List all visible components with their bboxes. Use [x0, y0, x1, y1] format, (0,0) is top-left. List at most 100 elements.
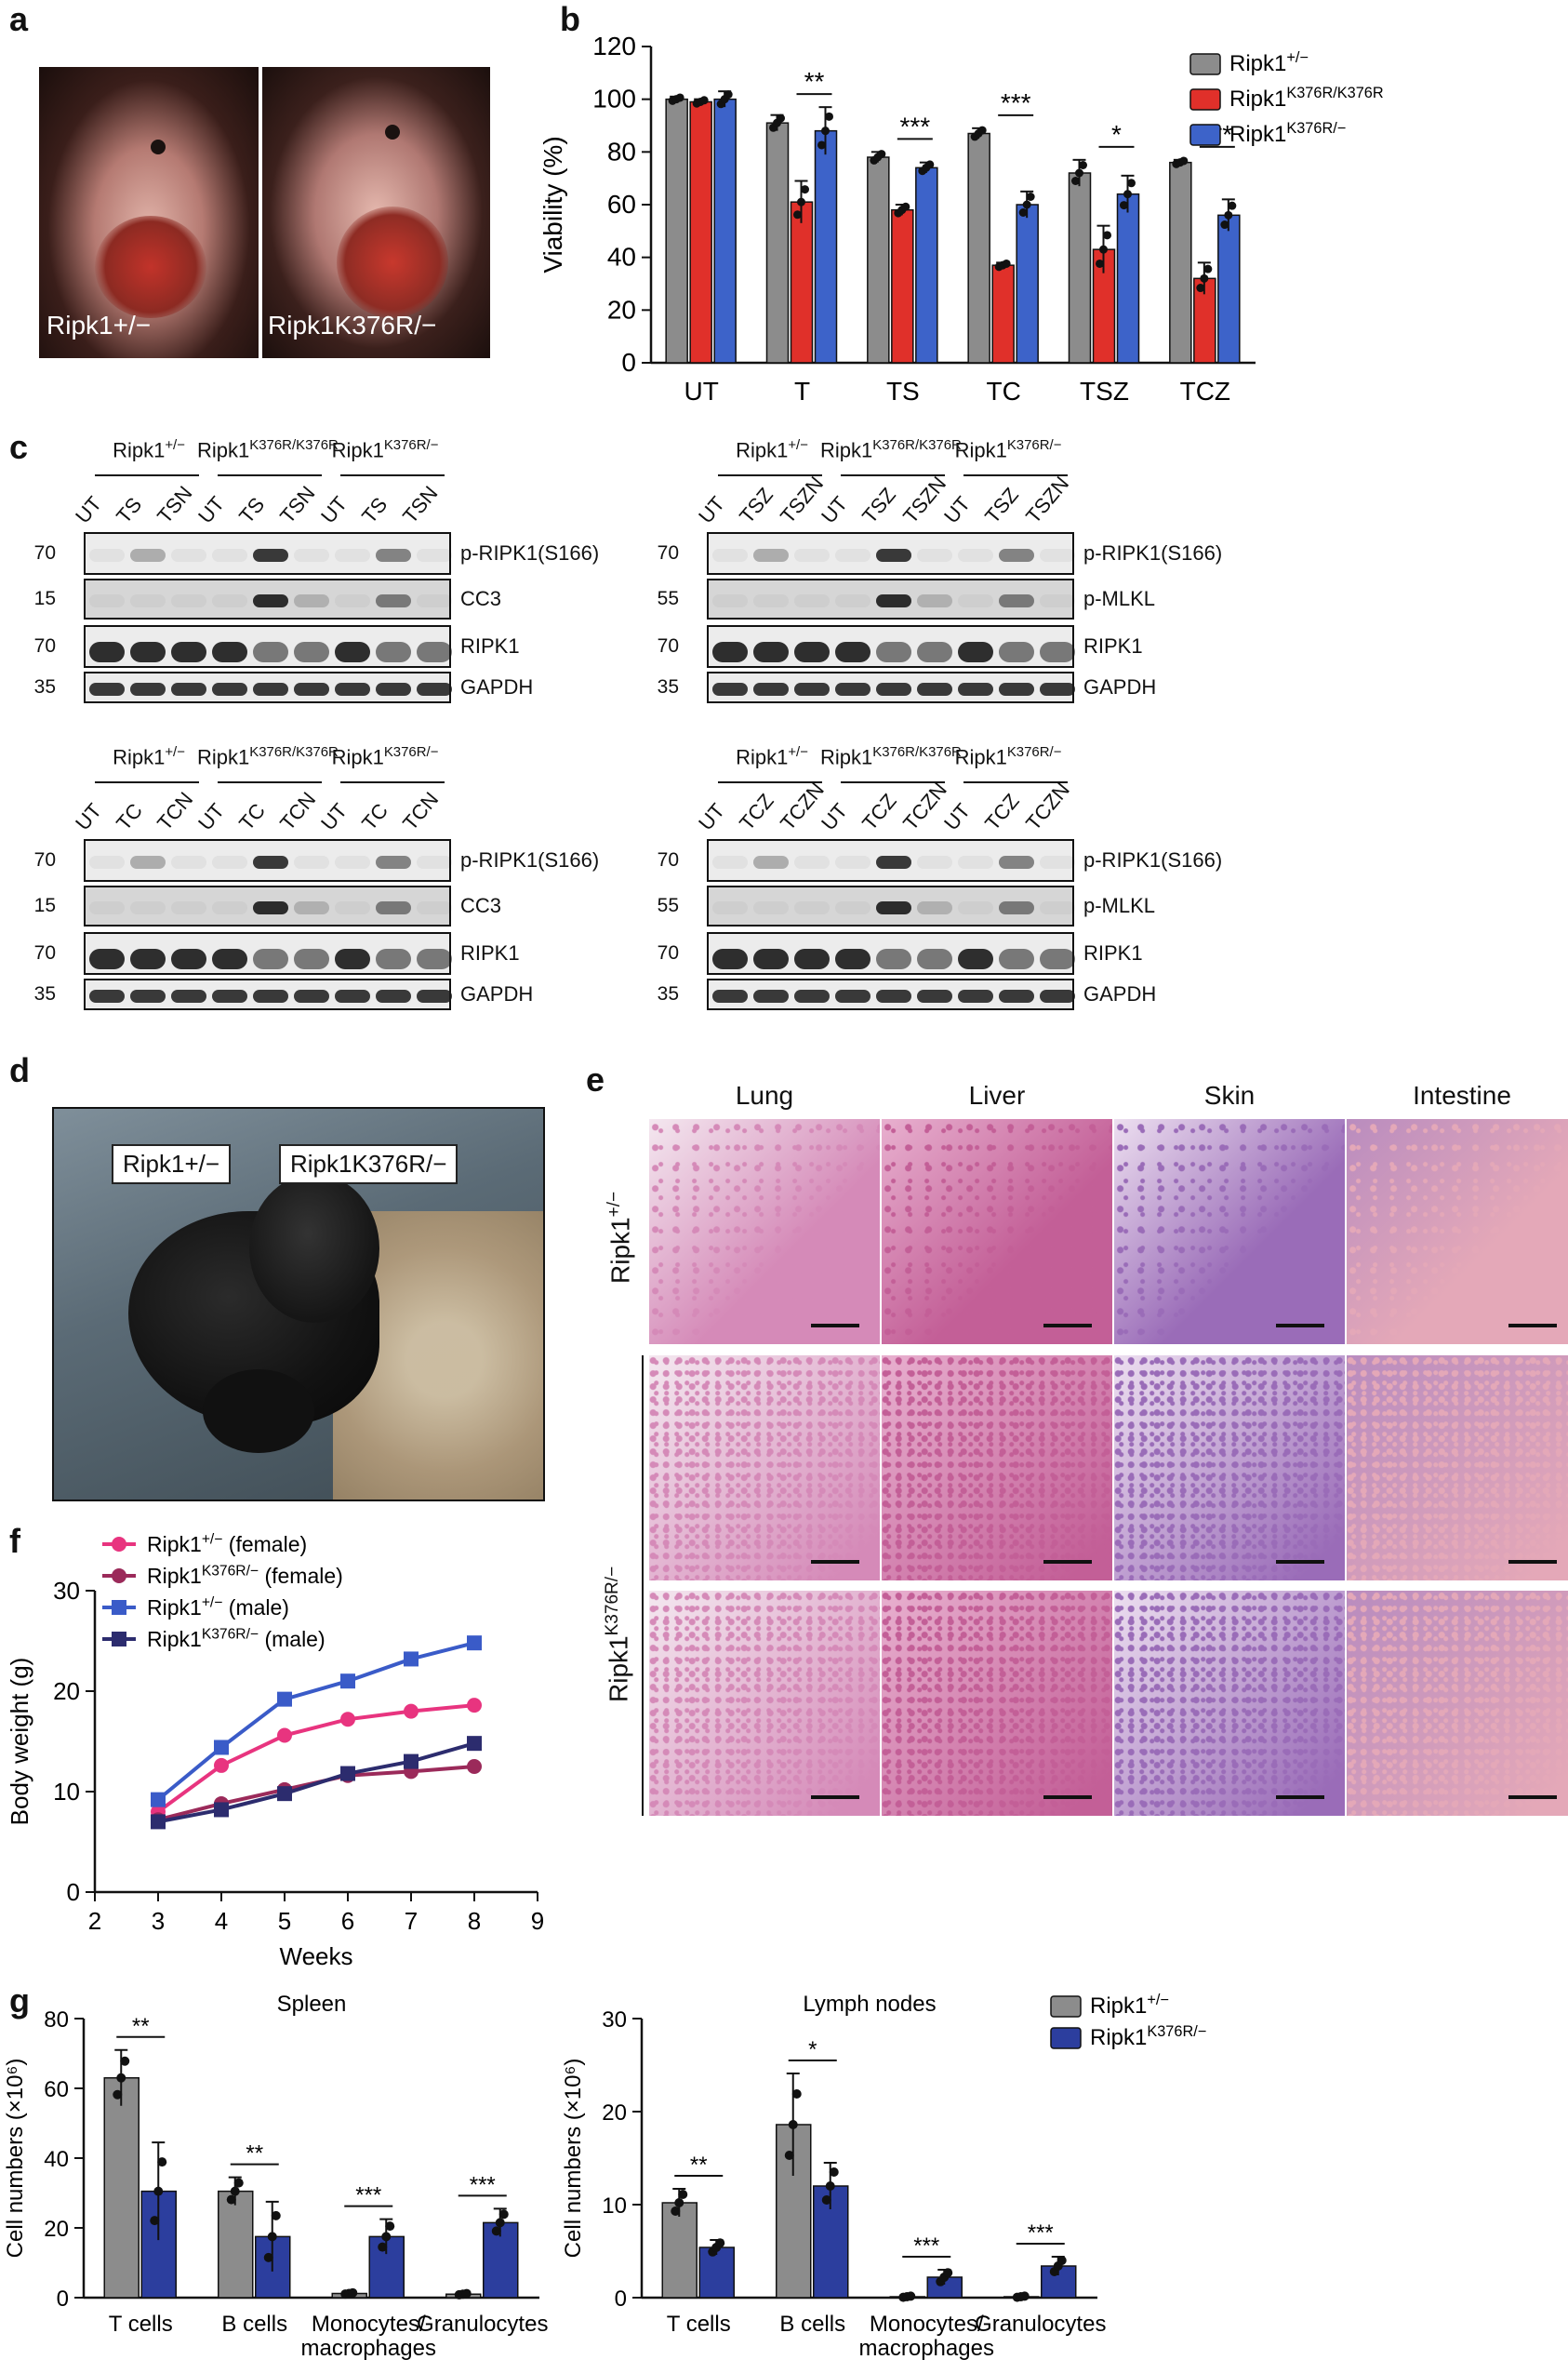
- y-tick-label: 40: [44, 2147, 69, 2172]
- y-tick-label: 10: [53, 1778, 80, 1806]
- blot-band: [171, 949, 206, 969]
- legend-marker: [112, 1537, 126, 1552]
- blot-band: [335, 594, 370, 607]
- data-point: [797, 197, 805, 207]
- blot-band: [294, 901, 329, 914]
- histology-image: [649, 1119, 880, 1344]
- blot-band: [835, 901, 870, 914]
- significance-label: **: [246, 2141, 263, 2166]
- blot-strip: [707, 579, 1075, 620]
- histology-image: [1347, 1355, 1568, 1580]
- histology-image: [1347, 1119, 1568, 1344]
- blot-band: [335, 856, 370, 869]
- blot-band: [958, 594, 993, 607]
- blot-band: [130, 683, 166, 696]
- data-point: [277, 1691, 292, 1707]
- data-point: [385, 2221, 395, 2232]
- blot-band: [958, 901, 993, 914]
- blot-band: [253, 642, 288, 662]
- data-point: [491, 2226, 501, 2236]
- histology-image: [1114, 1355, 1345, 1580]
- bar: [689, 100, 712, 364]
- data-point: [784, 2151, 794, 2160]
- blot-band: [253, 683, 288, 696]
- lane-label: TCZ: [735, 789, 778, 835]
- scale-bar: [1276, 1795, 1324, 1799]
- blot-group-line: [841, 474, 945, 476]
- blot-group-label: Ripk1+/−: [113, 437, 185, 462]
- blot-band: [294, 549, 329, 562]
- blot-band: [212, 549, 247, 562]
- significance-label: *: [808, 2037, 817, 2062]
- scale-bar: [811, 1795, 859, 1799]
- blot-band: [876, 594, 911, 607]
- blot-band: [335, 549, 370, 562]
- blot-band: [794, 901, 830, 914]
- x-axis-label: Weeks: [280, 1942, 353, 1970]
- panel-d-label: d: [9, 1051, 30, 1089]
- blot-band: [89, 549, 125, 562]
- blot-protein-label: p-RIPK1(S166): [1083, 541, 1223, 565]
- data-point: [157, 2157, 167, 2167]
- blot-band: [958, 549, 993, 562]
- x-tick-label: TC: [987, 377, 1021, 406]
- blot-band: [253, 990, 288, 1003]
- x-tick-label: 4: [215, 1907, 228, 1935]
- blot-band: [130, 901, 166, 914]
- data-point: [825, 2181, 835, 2191]
- mw-marker: 35: [33, 983, 56, 1005]
- legend-label: Ripk1K376R/−: [1229, 120, 1346, 147]
- blot-strip: [84, 625, 452, 668]
- blot-band: [1040, 949, 1075, 969]
- x-tick-label: 5: [278, 1907, 291, 1935]
- y-tick-label: 30: [602, 2007, 627, 2033]
- data-point: [467, 1635, 482, 1651]
- data-point: [226, 2194, 236, 2205]
- x-tick-label: Monocytes/: [312, 2312, 426, 2337]
- blot-band: [876, 683, 911, 696]
- blot-group-line: [340, 474, 445, 476]
- blot-band: [89, 901, 125, 914]
- blot-band: [999, 856, 1034, 869]
- blot-protein-label: RIPK1: [1083, 941, 1143, 965]
- blot-band: [89, 990, 125, 1003]
- histology-image: [649, 1591, 880, 1816]
- lane-label: UT: [939, 491, 976, 528]
- blot-band: [212, 594, 247, 607]
- y-axis-label: Body weight (g): [6, 1658, 33, 1826]
- blot-band: [294, 856, 329, 869]
- mw-marker: 70: [33, 942, 56, 964]
- legend-label: Ripk1+/−: [1229, 49, 1309, 76]
- blot-band: [376, 642, 411, 662]
- bar: [661, 2202, 698, 2299]
- blot-group-label: Ripk1K376R/−: [954, 437, 1062, 462]
- blot-band: [712, 549, 748, 562]
- blot-band: [712, 901, 748, 914]
- mw-marker: 70: [657, 942, 679, 964]
- lane-label: TSZ: [857, 483, 900, 528]
- scale-bar: [1043, 1560, 1092, 1564]
- blot-group-label: Ripk1K376R/−: [331, 744, 439, 769]
- viability-plot-area: 0 20 40 60 80 100 120 Viability (%) UT T ** TS *** TC…: [538, 32, 1384, 406]
- blot-band: [958, 949, 993, 969]
- blot-strip: [707, 979, 1075, 1010]
- bar: [1169, 161, 1192, 364]
- lane-label: UT: [193, 798, 230, 835]
- significance-label: **: [690, 2153, 708, 2178]
- legend-label: Ripk1K376R/−: [1090, 2023, 1206, 2050]
- legend-marker: [112, 1632, 126, 1646]
- blot-strip: [84, 979, 452, 1010]
- blot-band: [212, 856, 247, 869]
- significance-label: ***: [913, 2233, 939, 2259]
- significance-label: **: [804, 67, 825, 96]
- bar: [665, 98, 688, 364]
- mw-marker: 35: [657, 676, 679, 698]
- blot-band: [376, 990, 411, 1003]
- scale-bar: [1508, 1795, 1557, 1799]
- histology-image: [649, 1355, 880, 1580]
- x-tick-label: TCZ: [1180, 377, 1230, 406]
- mw-marker: 35: [33, 676, 56, 698]
- lane-label: TSZ: [735, 483, 777, 528]
- blot-band: [835, 683, 870, 696]
- x-tick-label: T cells: [667, 2312, 731, 2337]
